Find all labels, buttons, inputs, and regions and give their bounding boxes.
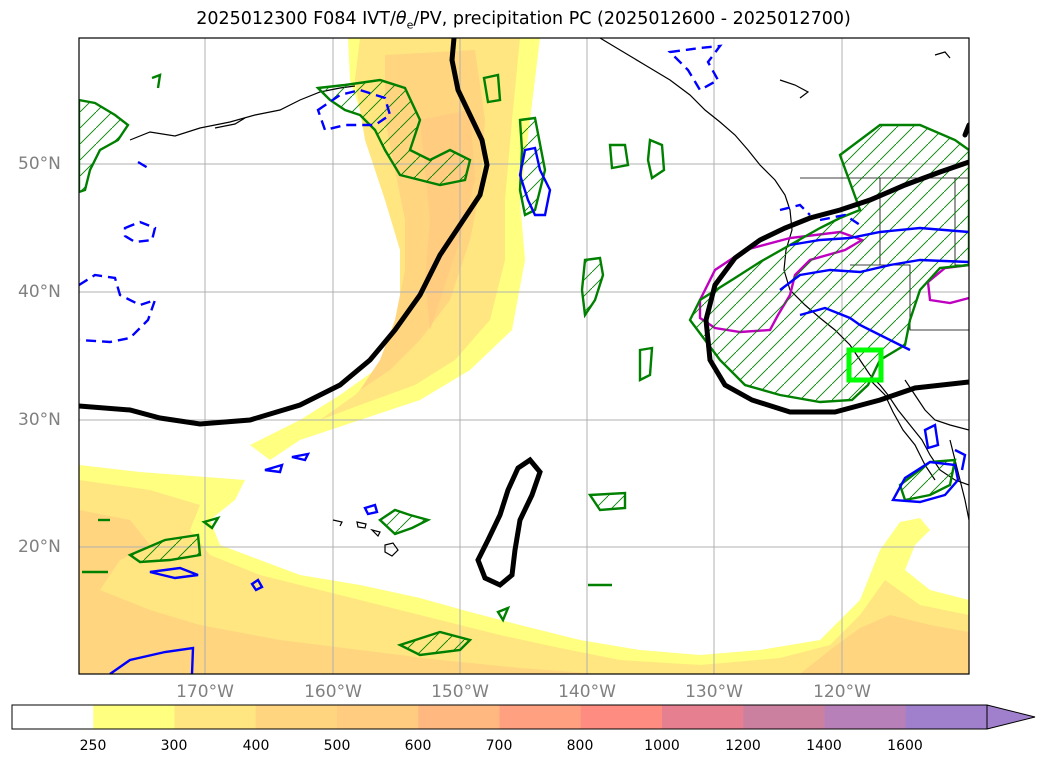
target-box — [846, 347, 884, 383]
colorbar-swatch — [93, 705, 175, 729]
theta-e-solid-5 — [891, 460, 960, 504]
colorbar-swatch — [905, 705, 988, 729]
theta-e-solid-10 — [149, 566, 199, 580]
colorbar-tick-1200: 1200 — [725, 738, 761, 754]
colorbar-tick-400: 400 — [242, 738, 270, 754]
island-1 — [779, 79, 810, 99]
colorbar — [11, 704, 1036, 730]
precip-island-3 — [608, 143, 630, 170]
colorbar-tick-300: 300 — [160, 738, 188, 754]
theta-e-solid-2 — [789, 226, 969, 247]
theta-e-contours — [79, 44, 969, 674]
ivt-shading — [79, 38, 969, 674]
precip-island-5 — [638, 346, 654, 382]
precip-band-2 — [396, 630, 473, 657]
colorbar-swatch — [580, 705, 663, 729]
island-2 — [934, 51, 951, 59]
colorbar-swatch — [499, 705, 582, 729]
theta-e-solid-12 — [954, 448, 967, 471]
precip-island-7 — [587, 491, 627, 512]
colorbar-swatch — [418, 705, 500, 729]
lat-label-20n: 20°N — [18, 537, 61, 557]
colorbar-swatch — [12, 705, 94, 729]
theta-e-solid-11 — [109, 646, 195, 674]
precip-region-california — [688, 123, 969, 404]
pv-contour-ne — [962, 122, 969, 138]
colorbar-swatch — [255, 705, 338, 729]
colorbar-arrow-frame — [986, 704, 1036, 730]
lat-label-30n: 30°N — [18, 410, 61, 430]
theta-e-dashed-2 — [123, 220, 157, 244]
colorbar-swatch — [743, 705, 825, 729]
theta-e-dashed-5 — [667, 44, 723, 92]
colorbar-tick-600: 600 — [404, 738, 432, 754]
map-frame — [78, 37, 970, 675]
theta-e-solid-6 — [923, 423, 940, 450]
colorbar-tick-800: 800 — [566, 738, 594, 754]
precip-mark-7 — [482, 73, 502, 104]
theta-e-dashed-1 — [316, 88, 392, 132]
alaska-coast-2 — [214, 117, 246, 129]
colorbar-tick-500: 500 — [323, 738, 351, 754]
hawaii-2 — [356, 521, 367, 529]
theta-e-dashed-4 — [137, 160, 149, 170]
colorbar-extend-arrow — [987, 705, 1035, 729]
theta-e-solid-1 — [518, 146, 552, 217]
lat-label-40n: 40°N — [18, 282, 61, 302]
precip-island-4 — [646, 138, 666, 180]
colorbar-swatch — [174, 705, 257, 729]
hawaii-1 — [332, 519, 343, 527]
colorbar-swatch — [824, 705, 907, 729]
pv-contour-ca — [703, 159, 969, 415]
precip-island-6 — [378, 508, 432, 536]
lon-label-130w: 130°W — [685, 682, 743, 702]
colorbar-frame — [11, 704, 988, 730]
precip-mark-5 — [496, 605, 511, 623]
theta-e-solid-7 — [264, 452, 311, 474]
theta-e-dashed-3 — [79, 273, 157, 344]
theta-e-solid-9 — [250, 578, 264, 592]
chart-title: 2025012300 F084 IVT/θe/PV, precipitation… — [196, 9, 851, 32]
colorbar-tick-1400: 1400 — [806, 738, 842, 754]
colorbar-tick-1000: 1000 — [644, 738, 680, 754]
colorbar-tick-1600: 1600 — [887, 738, 923, 754]
precip-island-1 — [580, 256, 605, 319]
hawaii-3 — [384, 542, 399, 557]
lon-label-150w: 150°W — [431, 682, 489, 702]
precip-region-west — [79, 98, 130, 194]
precip-contours — [79, 73, 969, 657]
precip-mark-6 — [151, 73, 162, 89]
precip-region-gulf — [315, 78, 472, 187]
colorbar-tick-250: 250 — [79, 738, 107, 754]
lon-label-140w: 140°W — [558, 682, 616, 702]
lat-label-50n: 50°N — [18, 154, 61, 174]
colorbar-swatch — [662, 705, 744, 729]
theta-e-dashed-7 — [819, 213, 861, 226]
theta-e-dashed-6 — [779, 203, 811, 216]
lon-label-170w: 170°W — [176, 682, 234, 702]
pv-contour-closed — [475, 456, 543, 588]
gulf-coast — [904, 379, 969, 431]
colorbar-swatch — [337, 705, 419, 729]
colorbar-tick-700: 700 — [485, 738, 513, 754]
mainland-mexico — [949, 439, 969, 521]
lon-label-120w: 120°W — [813, 682, 871, 702]
ivt-south-300 — [79, 480, 969, 674]
lon-label-160w: 160°W — [304, 682, 362, 702]
hawaii-4 — [370, 528, 381, 538]
theta-e-solid-3 — [779, 258, 969, 291]
ivt-south-400 — [79, 510, 600, 674]
precip-band-1 — [127, 533, 202, 564]
precip-mark-3 — [201, 516, 221, 530]
pv-contours — [79, 38, 969, 588]
theta-e-solid-8 — [363, 503, 379, 516]
theta-e-solid-4 — [799, 306, 911, 352]
pv-contour-main — [79, 38, 490, 427]
